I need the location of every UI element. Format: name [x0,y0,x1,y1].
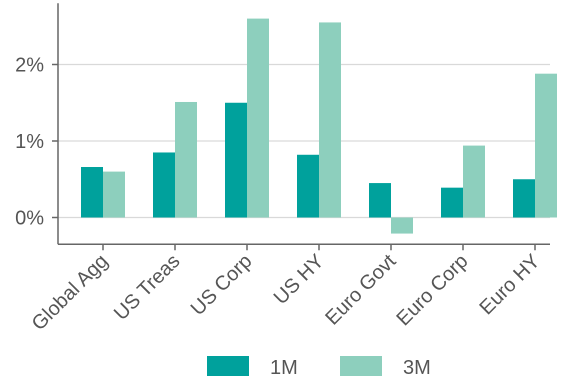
bar-3m-euro-hy [535,73,557,218]
axes [52,3,550,251]
bar-1m-euro-govt [369,183,391,218]
x-tick-label: US Corp [187,250,257,320]
y-tick-label: 0% [15,208,44,230]
bar-1m-us-treas [153,152,175,218]
y-tick-label: 1% [15,131,44,153]
bar-1m-euro-hy [513,179,535,218]
bar-3m-us-corp [247,18,269,218]
x-tick-label: Euro HY [476,250,545,319]
legend-swatch-3m [340,356,382,376]
bar-3m-us-treas [175,101,197,218]
bar-1m-euro-corp [441,187,463,218]
x-tick-label: Euro Corp [393,250,473,330]
bar-3m-euro-corp [463,145,485,218]
bar-1m-global-agg [81,167,103,218]
bar-1m-us-hy [297,154,319,218]
y-tick-labels: 0% 1% 2% [15,55,44,230]
bar-3m-global-agg [103,171,125,218]
bar-1m-us-corp [225,102,247,218]
legend-label-3m: 3M [403,357,431,378]
x-tick-label: Euro Govt [321,250,401,330]
legend-swatch-1m [207,356,249,376]
x-tick-label: US HY [270,250,329,309]
x-tick-label: US Treas [110,250,185,325]
bars [81,18,557,234]
x-tick-label: Global Agg [28,250,113,335]
bar-3m-euro-govt [391,217,413,234]
bar-3m-us-hy [319,22,341,218]
legend: 1M 3M [207,356,431,378]
legend-label-1m: 1M [270,357,298,378]
y-tick-label: 2% [15,55,44,77]
